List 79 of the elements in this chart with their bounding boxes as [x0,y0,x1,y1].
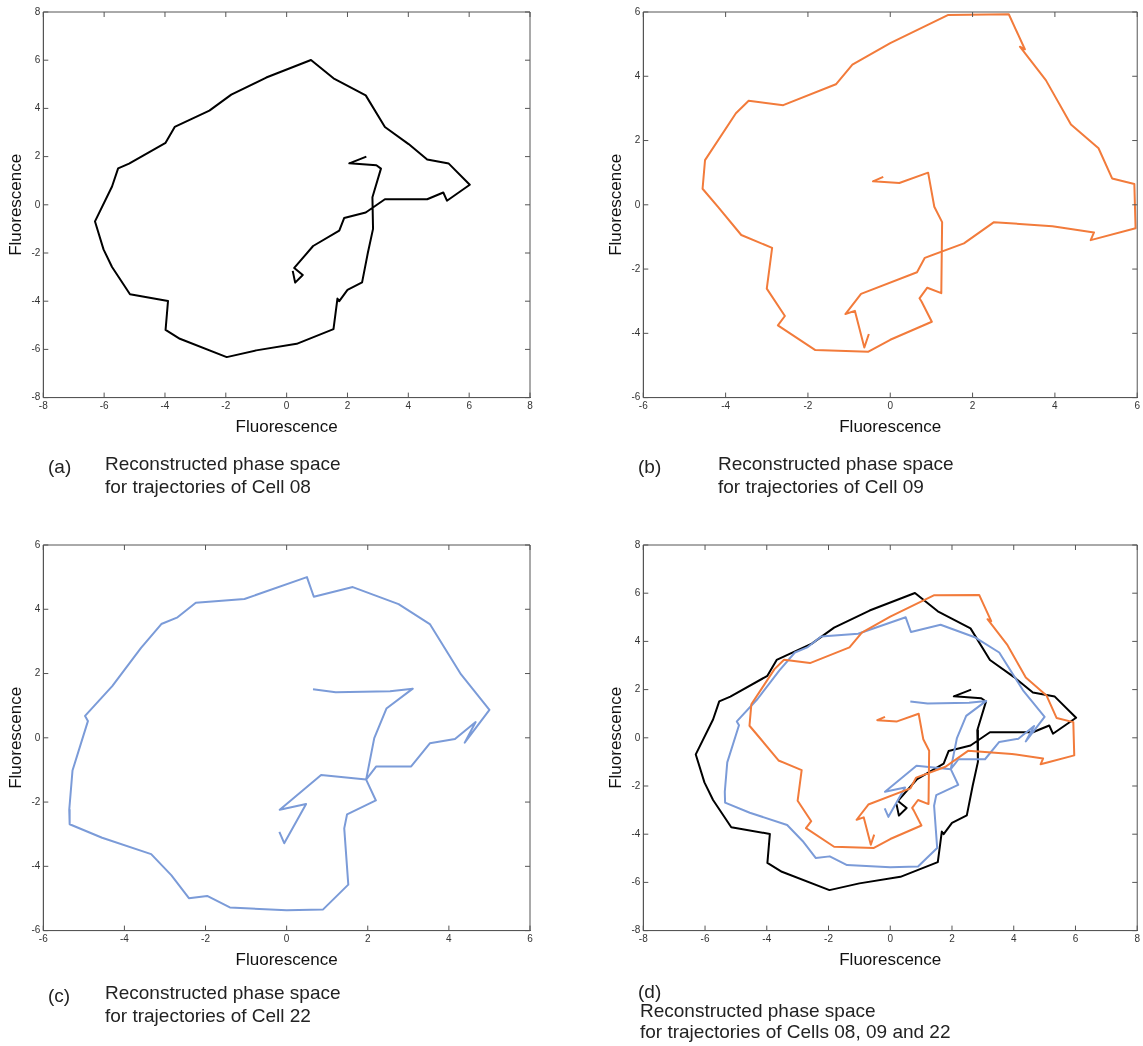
x-axis-title: Fluorescence [839,950,942,970]
x-tick-label: 6 [466,400,473,412]
y-tick-label: 2 [634,134,641,146]
y-tick-label: 4 [34,102,41,114]
x-axis-title: Fluorescence [839,417,942,437]
y-tick-label: 2 [34,667,41,679]
y-tick-label: -8 [31,391,41,403]
y-tick-label: 8 [34,5,41,17]
x-tick-label: -4 [721,400,731,412]
x-tick-label: 2 [364,933,371,945]
x-tick-label: -4 [762,933,772,945]
y-tick-label: -2 [631,779,641,791]
x-tick-label: 6 [1134,400,1141,412]
x-tick-label: 2 [969,400,976,412]
text: Reconstructed phase space [105,453,341,474]
text: (c) [48,985,71,1007]
x-tick-label: 4 [405,400,412,412]
text: (a) [48,456,72,478]
x-tick-label: -2 [201,933,211,945]
text: for trajectories of Cell 22 [105,1005,311,1026]
x-tick-label: 8 [1134,933,1141,945]
x-tick-label: -6 [99,400,110,412]
text: (d) [638,981,662,1003]
x-tick-label: 0 [887,933,894,945]
y-tick-label: -4 [631,327,641,339]
x-tick-label: 8 [527,400,534,412]
x-axis-title: Fluorescence [235,950,338,970]
x-tick-label: 2 [344,400,351,412]
y-tick-label: -2 [31,795,41,807]
x-tick-label: -2 [221,400,231,412]
y-tick-label: 0 [634,731,641,743]
x-tick-label: 0 [887,400,894,412]
y-axis-title: Fluorescence [605,153,625,256]
y-axis-title: Fluorescence [605,686,625,789]
y-tick-label: -8 [631,924,641,936]
y-tick-label: 8 [634,538,641,550]
x-tick-label: 6 [1072,933,1079,945]
x-tick-label: 0 [283,400,290,412]
x-tick-label: 4 [1052,400,1059,412]
x-tick-label: -4 [119,933,130,945]
y-tick-label: -2 [31,246,41,258]
y-tick-label: 6 [634,5,641,17]
y-axis-title: Fluorescence [5,686,25,789]
y-tick-label: 4 [634,70,641,82]
x-tick-label: -2 [803,400,813,412]
y-tick-label: -6 [631,876,641,888]
y-tick-label: -4 [631,827,641,839]
x-tick-label: 0 [283,933,290,945]
x-axis-title: Fluorescence [235,417,338,437]
text: Reconstructed phase space [718,453,954,474]
x-tick-label: -6 [700,933,710,945]
x-tick-label: 4 [446,933,453,945]
y-tick-label: -6 [631,391,641,403]
y-tick-label: -2 [631,262,641,274]
y-tick-label: 6 [634,586,641,598]
text: for trajectories of Cell 08 [105,476,311,497]
y-tick-label: 4 [34,603,41,615]
y-tick-label: 6 [34,538,41,550]
y-tick-label: 6 [34,53,41,65]
y-tick-label: 0 [634,198,641,210]
x-tick-label: 2 [949,933,956,945]
y-tick-label: -6 [31,924,41,936]
x-tick-label: -2 [824,933,834,945]
text: for trajectories of Cells 08, 09 and 22 [640,1021,951,1042]
text: (b) [638,456,662,478]
y-tick-label: 2 [34,150,41,162]
y-tick-label: 2 [634,683,641,695]
x-tick-label: 4 [1010,933,1017,945]
y-tick-label: -4 [31,294,41,306]
y-tick-label: -6 [31,343,41,355]
x-tick-label: -4 [160,400,170,412]
y-tick-label: -4 [31,860,41,872]
y-tick-label: 0 [34,198,41,210]
y-axis-title: Fluorescence [5,153,25,256]
x-tick-label: 6 [527,933,534,945]
text: for trajectories of Cell 09 [718,476,924,497]
y-tick-label: 0 [34,731,41,743]
text: Reconstructed phase space [105,982,341,1003]
y-tick-label: 4 [634,635,641,647]
